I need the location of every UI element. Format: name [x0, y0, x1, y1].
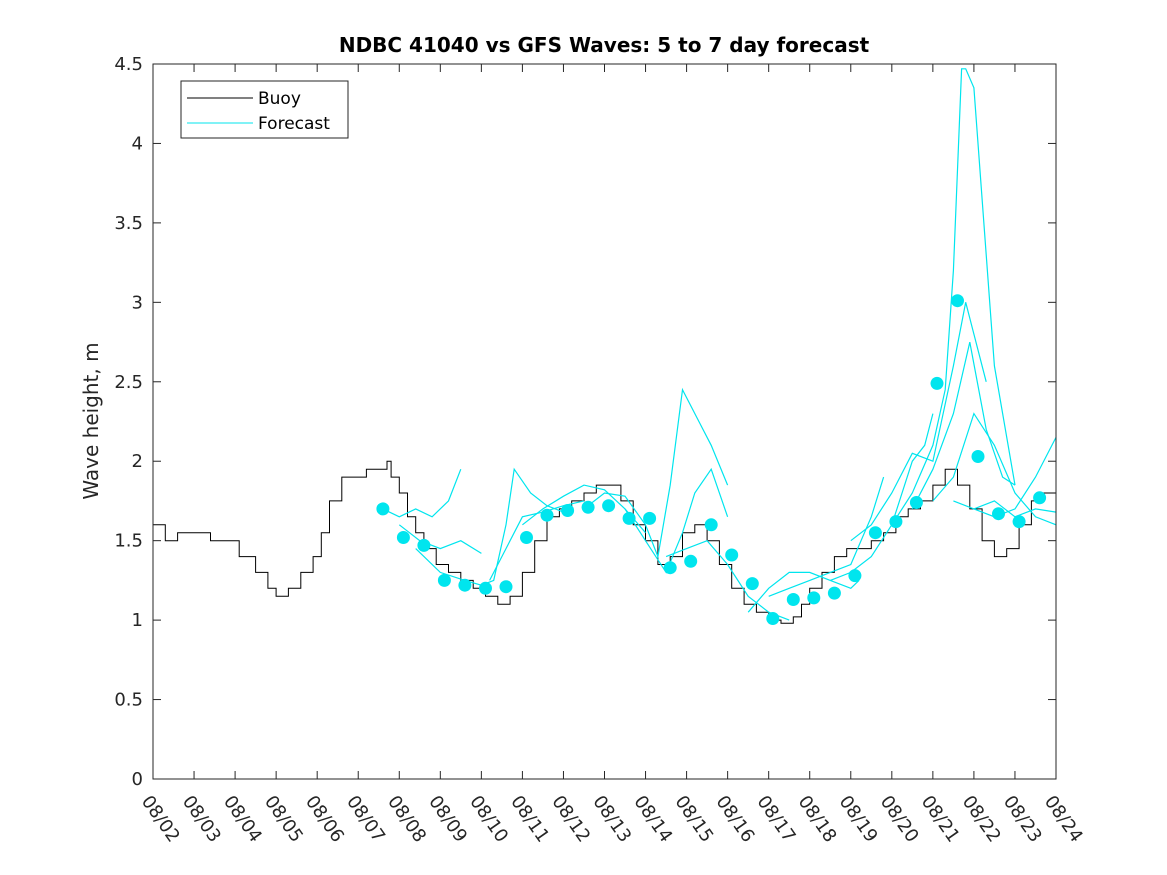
forecast-point	[725, 548, 739, 562]
forecast-point	[561, 504, 575, 517]
forecast-point	[602, 499, 616, 513]
forecast-series-run3	[415, 467, 564, 586]
y-tick-label: 3.5	[114, 213, 143, 234]
forecast-series-run14	[911, 341, 1016, 510]
forecast-series-run12	[850, 302, 987, 542]
forecast-point	[930, 376, 944, 390]
forecast-point	[992, 507, 1005, 521]
forecast-point	[663, 561, 677, 575]
forecast-point	[766, 612, 780, 625]
forecast-series-run2	[398, 524, 482, 554]
forecast-series-run7	[624, 467, 729, 574]
forecast-points-layer	[376, 294, 1047, 625]
forecast-point	[499, 580, 513, 594]
y-tick-label: 2	[132, 451, 143, 472]
chart-title: NDBC 41040 vs GFS Waves: 5 to 7 day fore…	[339, 33, 870, 57]
legend-forecast-label: Forecast	[258, 114, 330, 134]
forecast-series-run10	[768, 476, 885, 597]
forecast-point	[1033, 491, 1047, 505]
forecast-point	[458, 578, 472, 592]
forecast-point	[848, 569, 862, 583]
y-tick-label: 3	[132, 292, 143, 313]
plot-area	[153, 64, 1056, 779]
forecast-series-run16	[973, 437, 1057, 518]
forecast-point	[889, 515, 903, 529]
y-tick-label: 1	[132, 610, 143, 631]
y-tick-label: 4	[132, 133, 143, 154]
forecast-point	[643, 511, 657, 525]
forecast-point	[520, 531, 533, 544]
forecast-point	[622, 511, 636, 525]
forecast-point	[745, 577, 759, 591]
forecast-point	[1012, 515, 1026, 529]
forecast-series-run1	[382, 468, 462, 518]
y-axis-ticks: 0 0.5 1 1.5 2 2.5 3 3.5 4 4.5	[114, 54, 1056, 790]
forecast-series-run17	[953, 500, 1057, 518]
legend-buoy-label: Buoy	[258, 89, 301, 109]
forecast-point	[951, 294, 964, 308]
forecast-series-run13	[891, 68, 1016, 526]
forecast-series-run9	[747, 571, 860, 613]
forecast-point	[437, 573, 451, 587]
forecast-point	[417, 538, 431, 552]
forecast-point	[581, 500, 595, 514]
forecast-point	[704, 518, 718, 532]
y-tick-label: 0	[132, 769, 143, 790]
forecast-point	[479, 581, 492, 595]
forecast-series-run15	[932, 412, 1057, 526]
series-layer	[153, 68, 1057, 624]
y-tick-label: 2.5	[114, 372, 143, 393]
forecast-point	[971, 450, 985, 463]
forecast-point	[868, 526, 882, 540]
y-tick-label: 1.5	[114, 531, 143, 552]
y-tick-label: 4.5	[114, 54, 143, 75]
forecast-series-run8	[665, 539, 790, 621]
forecast-point	[827, 586, 841, 600]
forecast-point	[396, 531, 410, 544]
legend-box	[180, 80, 349, 139]
forecast-point	[376, 502, 390, 516]
buoy-series-line	[153, 460, 1056, 624]
legend: Buoy Forecast	[180, 80, 349, 139]
y-axis-label: Wave height, m	[79, 342, 103, 499]
forecast-series-run6	[583, 387, 729, 559]
forecast-point	[807, 591, 821, 605]
forecast-point	[684, 554, 698, 568]
forecast-point	[909, 496, 923, 509]
forecast-point	[540, 508, 554, 522]
forecast-point	[786, 593, 800, 606]
y-tick-label: 0.5	[114, 690, 143, 711]
